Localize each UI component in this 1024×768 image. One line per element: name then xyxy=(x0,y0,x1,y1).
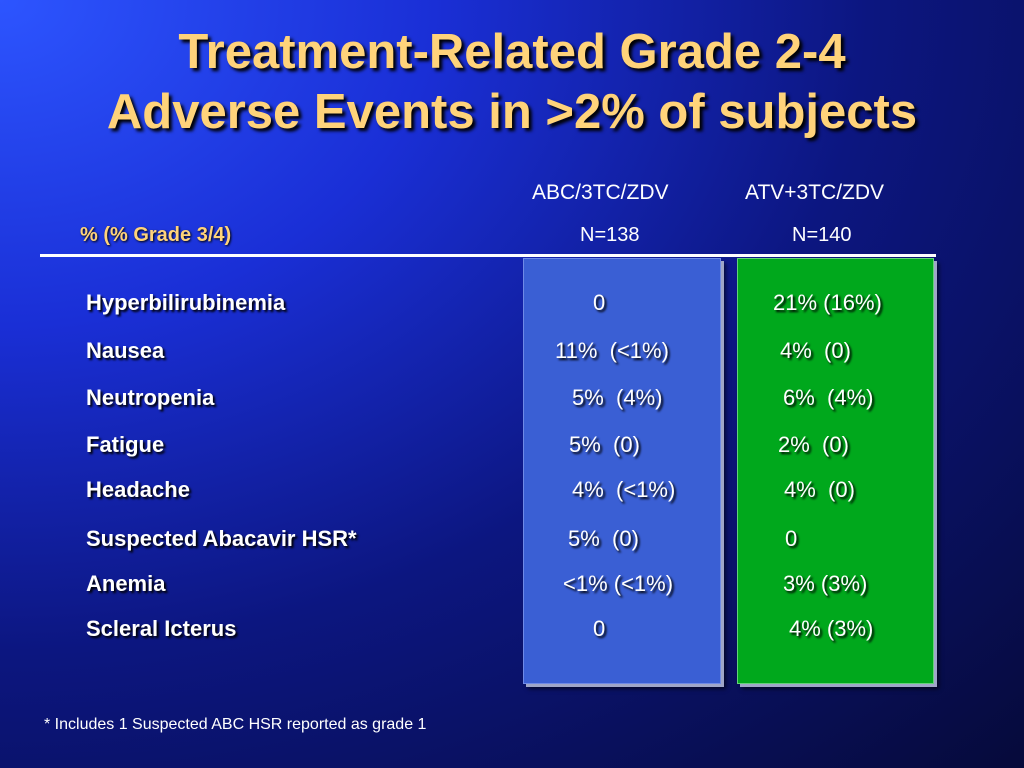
header-divider xyxy=(40,254,936,257)
cell-atv-headache: 4% (0) xyxy=(784,477,855,502)
column-header-abc: ABC/3TC/ZDV xyxy=(532,181,669,204)
cell-atv-scleral-icterus: 4% (3%) xyxy=(789,616,874,641)
slide-title: Treatment-Related Grade 2-4 Adverse Even… xyxy=(0,22,1024,142)
cell-atv-nausea: 4% (0) xyxy=(780,338,851,363)
abc-column-panel xyxy=(523,258,721,684)
table-subheading: % (% Grade 3/4) xyxy=(80,224,232,246)
row-label-headache: Headache xyxy=(86,477,190,502)
column-n-atv: N=140 xyxy=(792,224,852,246)
title-line-2: Adverse Events in >2% of subjects xyxy=(106,85,918,139)
cell-abc-scleral-icterus: 0 xyxy=(593,616,606,641)
row-label-fatigue: Fatigue xyxy=(86,432,165,457)
footnote: * Includes 1 Suspected ABC HSR reported … xyxy=(44,716,427,733)
row-label-suspected-abacavir-hsr: Suspected Abacavir HSR* xyxy=(86,526,357,551)
cell-abc-anemia: <1% (<1%) xyxy=(563,571,674,596)
cell-abc-nausea: 11% (<1%) xyxy=(555,338,669,363)
cell-atv-anemia: 3% (3%) xyxy=(783,571,868,596)
row-label-hyperbilirubinemia: Hyperbilirubinemia xyxy=(86,290,286,315)
cell-abc-hyperbilirubinemia: 0 xyxy=(593,290,606,315)
atv-column-panel xyxy=(737,258,934,684)
cell-abc-fatigue: 5% (0) xyxy=(569,432,640,457)
cell-atv-fatigue: 2% (0) xyxy=(778,432,849,457)
cell-atv-suspected-abacavir-hsr: 0 xyxy=(785,526,798,551)
column-header-atv: ATV+3TC/ZDV xyxy=(745,181,885,204)
cell-abc-suspected-abacavir-hsr: 5% (0) xyxy=(568,526,639,551)
column-n-abc: N=138 xyxy=(580,224,640,246)
cell-atv-hyperbilirubinemia: 21% (16%) xyxy=(773,290,882,315)
row-label-scleral-icterus: Scleral Icterus xyxy=(86,616,237,641)
row-label-neutropenia: Neutropenia xyxy=(86,385,215,410)
cell-atv-neutropenia: 6% (4%) xyxy=(783,385,874,410)
cell-abc-headache: 4% (<1%) xyxy=(572,477,676,502)
row-label-anemia: Anemia xyxy=(86,571,166,596)
row-label-nausea: Nausea xyxy=(86,338,165,363)
title-line-1: Treatment-Related Grade 2-4 xyxy=(178,25,846,79)
cell-abc-neutropenia: 5% (4%) xyxy=(572,385,663,410)
